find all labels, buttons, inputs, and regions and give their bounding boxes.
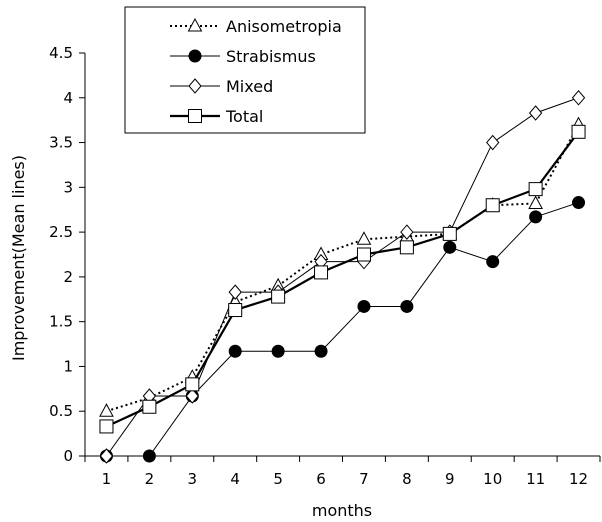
data-point: [356, 231, 372, 245]
legend-box: [124, 6, 366, 134]
data-point: [528, 195, 543, 209]
x-tick-label: 8: [402, 470, 412, 488]
series-strabismus: [99, 196, 586, 463]
legend-marker: [187, 17, 203, 32]
legend-label: Mixed: [226, 77, 273, 96]
data-point: [572, 196, 586, 210]
legend-entry: Total: [170, 107, 263, 126]
data-point: [228, 344, 242, 358]
data-point: [271, 289, 286, 304]
x-tick-label: 1: [102, 470, 112, 488]
legend-label: Strabismus: [226, 47, 316, 66]
legend-marker: [188, 78, 202, 94]
data-point: [314, 265, 329, 280]
y-tick-label: 0: [63, 447, 73, 465]
series-layer: [99, 90, 586, 464]
legend-marker: [188, 109, 202, 123]
x-tick-label: 2: [145, 470, 155, 488]
data-point: [443, 240, 457, 254]
series-anisometropia: [99, 116, 586, 417]
data-point: [99, 448, 114, 464]
series-mixed: [99, 90, 586, 464]
legend-entry: Anisometropia: [170, 17, 342, 36]
data-point: [486, 134, 500, 151]
data-point: [228, 284, 242, 300]
y-tick-label: 0.5: [49, 402, 73, 420]
series-line: [106, 202, 579, 457]
data-point: [400, 299, 414, 313]
data-point: [99, 403, 114, 417]
legend-entry: Mixed: [170, 77, 273, 96]
legend: Anisometropia Strabismus Mixed Total: [124, 6, 366, 134]
x-tick-label: 11: [526, 470, 545, 488]
series-line: [106, 97, 579, 457]
y-tick-label: 4.5: [49, 44, 73, 62]
data-point: [485, 198, 500, 213]
legend-entry: Strabismus: [170, 47, 316, 66]
x-tick-label: 12: [569, 470, 588, 488]
data-point: [228, 303, 243, 318]
y-tick-label: 3.5: [49, 134, 73, 152]
axes: 00.511.522.533.544.51 2 3 4 5 6 7 8 9 10 11 12: [49, 44, 601, 488]
data-point: [399, 240, 414, 255]
y-tick-label: 3: [63, 178, 73, 196]
data-point: [528, 182, 543, 197]
data-point: [529, 210, 543, 224]
y-tick-label: 4: [63, 89, 73, 107]
data-point: [571, 124, 586, 139]
data-point: [185, 377, 200, 392]
y-tick-label: 1.5: [49, 313, 73, 331]
legend-label: Anisometropia: [226, 17, 342, 36]
y-tick-label: 2: [63, 268, 73, 286]
data-point: [356, 247, 371, 262]
x-tick-label: 6: [316, 470, 326, 488]
data-point: [571, 90, 586, 106]
x-tick-label: 5: [273, 470, 283, 488]
data-point: [400, 224, 414, 240]
x-tick-label: 10: [483, 470, 502, 488]
data-point: [142, 449, 156, 463]
data-point: [357, 299, 371, 313]
x-tick-label: 4: [230, 470, 240, 488]
series-line: [106, 124, 580, 413]
x-tick-label: 9: [445, 470, 455, 488]
series-line: [105, 131, 580, 428]
data-point: [314, 344, 328, 358]
legend-marker: [188, 49, 202, 63]
data-point: [486, 255, 500, 269]
x-tick-label: 7: [359, 470, 369, 488]
data-point: [185, 388, 199, 404]
legend-label: Total: [225, 107, 263, 126]
y-tick-label: 1: [63, 357, 73, 375]
x-axis-title: months: [312, 501, 372, 520]
x-tick-label: 3: [188, 470, 198, 488]
y-tick-label: 2.5: [49, 223, 73, 241]
data-point: [271, 344, 285, 358]
series-total: [99, 124, 586, 434]
data-point: [99, 419, 114, 434]
data-point: [142, 399, 157, 414]
data-point: [528, 105, 543, 121]
data-point: [442, 226, 457, 241]
y-axis-title: Improvement(Mean lines): [9, 155, 28, 361]
